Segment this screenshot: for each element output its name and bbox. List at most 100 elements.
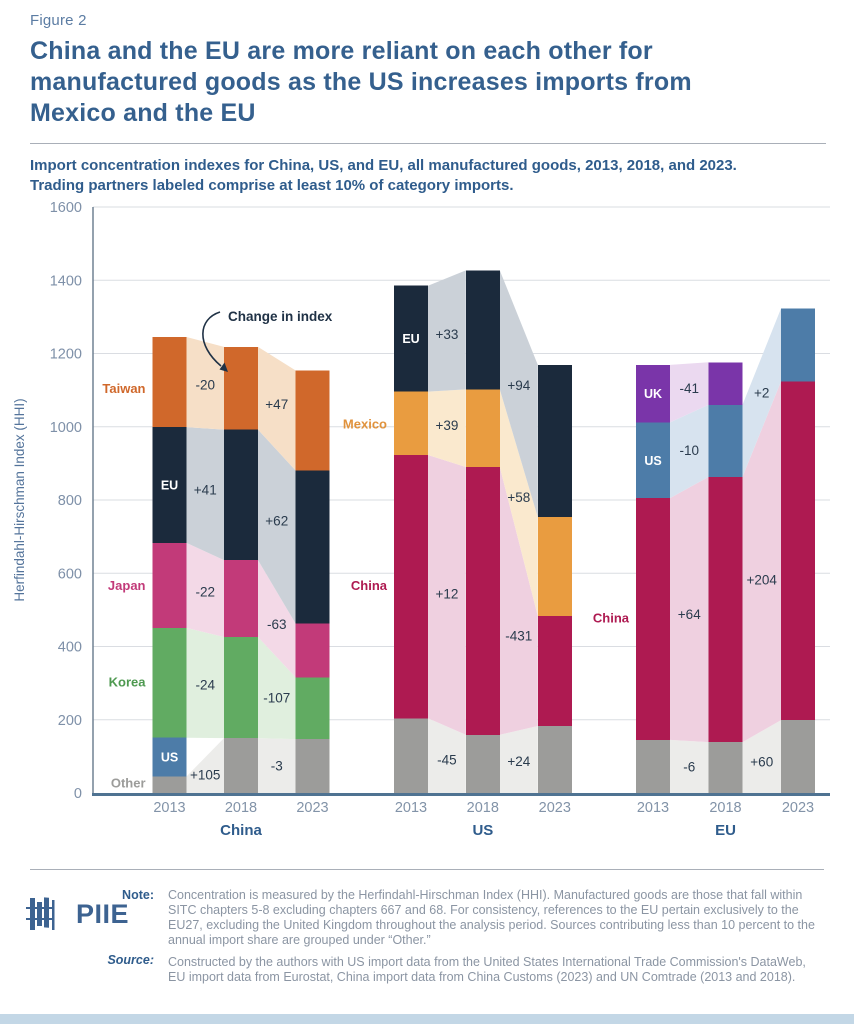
bar-segment-US-2023-Mexico (537, 517, 572, 617)
y-tick-label-400: 400 (58, 640, 82, 656)
bar-segment-China-2023-EU (295, 470, 330, 624)
figure-subtitle: Import concentration indexes for China, … (30, 156, 826, 196)
connector-US-China-2013-2018 (428, 454, 466, 735)
connector-EU-US-2013-2018 (670, 404, 709, 499)
change-label-US-Mexico-2023: +58 (507, 490, 530, 505)
figure-header: Figure 2 China and the EU are more relia… (30, 12, 826, 196)
bar-segment-China-2018-Other (224, 738, 258, 793)
change-label-US-China-2023: -431 (505, 628, 532, 643)
bar-segment-China-2013-Taiwan (152, 337, 187, 428)
subtitle-line-1: Import concentration indexes for China, … (30, 157, 737, 174)
bar-segment-EU-2023-China (781, 381, 815, 721)
bar-segment-China-2023-Taiwan (295, 370, 330, 471)
inbar-label-China-EU: EU (161, 478, 178, 492)
header-divider (30, 143, 826, 144)
change-label-EU-China-2023: +204 (747, 573, 778, 588)
change-label-EU-UK-2018: -41 (679, 381, 699, 396)
inbar-label-US-EU: EU (402, 332, 419, 346)
bar-segment-China-2013-Other (152, 776, 187, 793)
year-label-EU-2018: 2018 (709, 800, 741, 816)
connector-US-China-2018-2023 (499, 467, 538, 735)
bar-segment-EU-2018-Other (708, 742, 743, 793)
connector-US-Other-2013-2018 (428, 718, 466, 793)
footer-divider (30, 869, 824, 870)
source-label: Source: (107, 953, 154, 967)
change-label-EU-Other-2018: -6 (683, 759, 695, 774)
bar-segment-US-2018-Other (465, 734, 500, 793)
group-label-EU: EU (715, 822, 736, 839)
bar-segment-US-2018-Mexico (465, 389, 500, 468)
y-tick-label-0: 0 (74, 786, 82, 802)
bar-segment-EU-2018-US (708, 404, 743, 477)
bar-segment-US-2023-Other (537, 725, 572, 793)
figure-number-label: Figure 2 (30, 12, 87, 29)
connector-China-Korea-2013-2018 (186, 627, 224, 739)
notes-block: Note: Concentration is measured by the H… (96, 888, 824, 985)
connector-US-Mexico-2013-2018 (428, 389, 466, 468)
y-tick-label-1200: 1200 (50, 347, 82, 363)
change-label-US-EU-2023: +94 (507, 378, 530, 393)
connector-China-Korea-2018-2023 (258, 636, 296, 740)
source-text: Constructed by the authors with US impor… (168, 955, 806, 984)
bar-segment-China-2023-Japan (295, 623, 330, 678)
change-label-EU-China-2018: +64 (678, 607, 701, 622)
title-line-2: manufactured goods as the US increases i… (30, 68, 692, 96)
year-label-China-2018: 2018 (225, 800, 257, 816)
group-label-China: China (220, 822, 262, 839)
y-tick-label-1000: 1000 (50, 420, 82, 436)
piie-logo-icon (26, 897, 55, 930)
bar-segment-China-2018-EU (224, 429, 258, 561)
change-label-EU-US-2023: +2 (754, 385, 769, 400)
bar-segment-EU-2013-Other (636, 739, 670, 793)
change-label-China-Japan-2023: -63 (267, 617, 287, 632)
connector-China-Taiwan-2018-2023 (258, 346, 296, 471)
title-line-3: Mexico and the EU (30, 99, 256, 127)
connector-US-EU-2013-2018 (428, 270, 466, 392)
y-tick-label-600: 600 (58, 566, 82, 582)
bar-segment-US-2013-Mexico (394, 391, 428, 455)
bar-segment-China-2023-Other (295, 739, 330, 793)
bar-segment-US-2013-China (394, 454, 428, 719)
series-label-US-China: China (351, 578, 388, 593)
bar-segment-US-2013-Other (394, 718, 428, 793)
annotation-change-in-index: Change in index (228, 309, 333, 324)
change-label-China-Other-2018: +105 (190, 768, 220, 783)
connector-China-EU-2013-2018 (186, 427, 224, 561)
series-label-EU-China: China (593, 610, 630, 625)
bar-segment-China-2013-EU (152, 427, 187, 543)
bar-segment-EU-2023-US (781, 308, 815, 382)
connector-US-EU-2018-2023 (499, 270, 538, 518)
change-label-China-Taiwan-2023: +47 (265, 397, 288, 412)
y-tick-label-800: 800 (58, 493, 82, 509)
connector-China-Japan-2018-2023 (258, 560, 296, 678)
bar-segment-EU-2013-UK (636, 364, 670, 423)
series-label-China-Other: Other (111, 776, 146, 791)
year-label-China-2013: 2013 (153, 800, 185, 816)
hhi-stacked-bar-chart: 0 200 400 600 800 1000 1200 1400 1600 Herfindahl-… (12, 200, 830, 839)
annotation-arrow-curve (202, 311, 222, 367)
connector-EU-China-2013-2018 (670, 476, 709, 743)
change-label-China-EU-2023: +62 (265, 513, 288, 528)
connector-China-Other-2013-2018 (186, 738, 224, 793)
change-label-US-Other-2023: +24 (507, 754, 530, 769)
connector-EU-China-2018-2023 (742, 381, 781, 743)
change-label-EU-US-2018: -10 (679, 443, 699, 458)
change-label-US-EU-2018: +33 (435, 327, 458, 342)
bar-segment-EU-2013-US (636, 422, 670, 499)
year-label-US-2013: 2013 (395, 800, 427, 816)
year-label-US-2018: 2018 (467, 800, 499, 816)
inbar-label-EU-UK: UK (644, 387, 662, 401)
change-label-China-Other-2023: -3 (271, 758, 283, 773)
change-label-China-Taiwan-2018: -20 (195, 378, 215, 393)
series-label-US-Mexico: Mexico (343, 416, 387, 431)
connector-EU-Other-2013-2018 (670, 739, 709, 793)
connector-US-Other-2018-2023 (499, 725, 538, 793)
bar-segment-China-2018-Korea (224, 636, 258, 739)
year-label-EU-2013: 2013 (637, 800, 669, 816)
series-label-China-Japan: Japan (108, 578, 146, 593)
bar-segment-China-2013-Korea (152, 627, 187, 738)
change-label-China-Korea-2018: -24 (195, 678, 215, 693)
bar-segment-EU-2018-China (708, 476, 743, 743)
change-label-China-Japan-2018: -22 (195, 584, 215, 599)
